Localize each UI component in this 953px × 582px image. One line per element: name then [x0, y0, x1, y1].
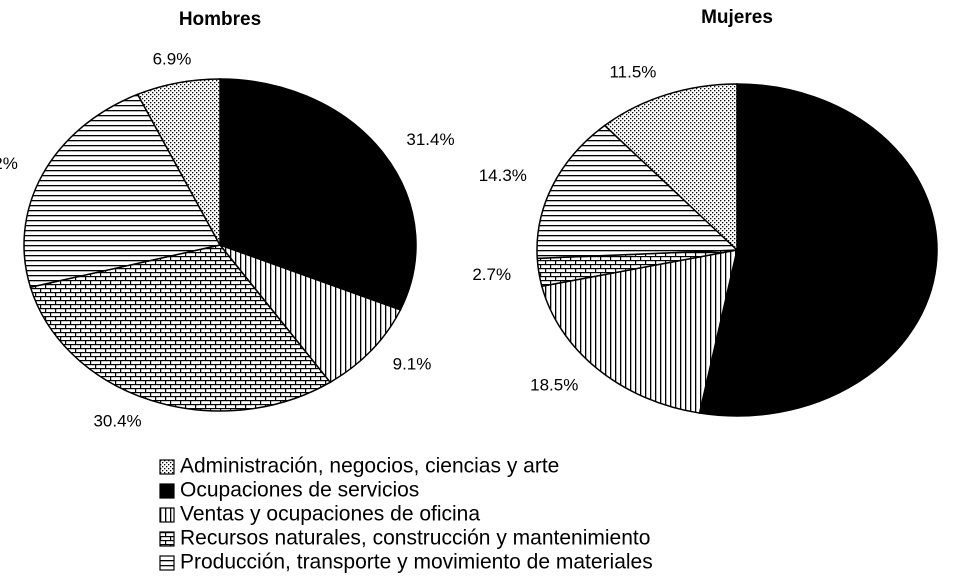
value-label: 22.2%: [0, 154, 18, 173]
pie-slice: [136, 78, 221, 246]
legend-label: Recursos naturales, construcción y mante…: [180, 527, 650, 550]
value-label: 6.9%: [153, 50, 192, 69]
value-label: 14.3%: [479, 166, 527, 185]
legend-label: Ventas y ocupaciones de oficina: [180, 503, 480, 526]
pie-slice: [698, 83, 938, 417]
pie-slice: [603, 83, 738, 252]
legend-swatch: [159, 531, 175, 547]
value-label: 18.5%: [530, 375, 578, 394]
pie-slice: [536, 124, 739, 260]
value-label: 30.4%: [93, 412, 141, 431]
legend-swatch: [159, 459, 175, 475]
value-label: 31.4%: [406, 130, 454, 149]
legend-swatch: [159, 555, 175, 571]
legend-label: Producción, transporte y movimiento de m…: [180, 551, 653, 574]
pie-slice: [29, 244, 332, 412]
chart-title: Hombres: [179, 9, 261, 30]
chart-title: Mujeres: [701, 7, 773, 28]
legend-label: Ocupaciones de servicios: [180, 479, 419, 502]
value-label: 2.7%: [472, 265, 511, 284]
pie-slice: [217, 243, 402, 384]
value-label: 11.5%: [609, 62, 656, 81]
legend-label: Administración, negocios, ciencias y art…: [180, 455, 559, 478]
value-label: 9.1%: [393, 355, 432, 374]
pie-slice: [219, 78, 417, 311]
legend-swatch: [159, 507, 175, 523]
pie-slice: [23, 93, 222, 289]
legend-swatch: [159, 483, 175, 499]
pie-slice: [540, 249, 738, 414]
